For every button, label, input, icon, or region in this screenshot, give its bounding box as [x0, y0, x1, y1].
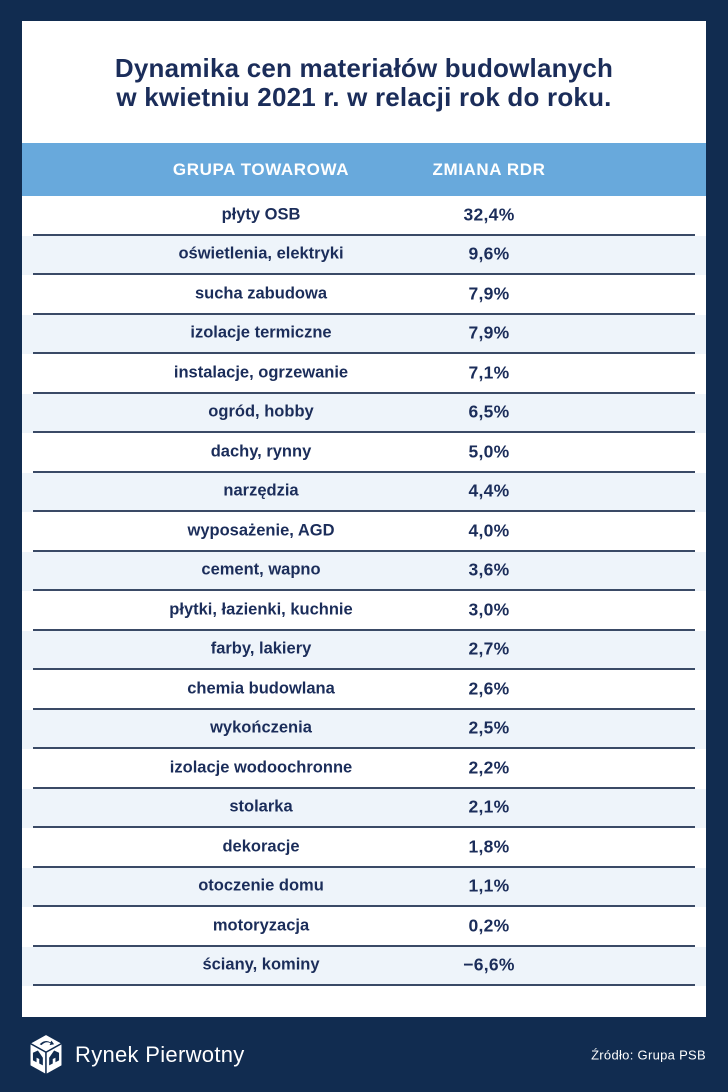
- row-value: 0,2%: [468, 915, 510, 936]
- row-value: 3,6%: [468, 559, 510, 580]
- row-value: 1,8%: [468, 836, 510, 857]
- row-label: oświetlenia, elektryki: [178, 244, 344, 263]
- table-header: GRUPA TOWAROWA ZMIANA RDR: [22, 143, 706, 196]
- row-value: 2,1%: [468, 796, 510, 817]
- table-row: cement, wapno 3,6%: [22, 551, 706, 591]
- row-label: dekoracje: [222, 837, 300, 856]
- infographic-card: Dynamika cen materiałów budowlanych w kw…: [22, 21, 706, 1017]
- row-label: motoryzacja: [212, 916, 310, 935]
- row-label: sucha zabudowa: [194, 284, 328, 303]
- row-label: wykończenia: [210, 718, 312, 737]
- table-row: wyposażenie, AGD 4,0%: [22, 512, 706, 552]
- title-line-1: Dynamika cen materiałów budowlanych: [114, 53, 614, 83]
- row-label: instalacje, ogrzewanie: [173, 363, 349, 382]
- cube-logo-icon: [28, 1032, 64, 1077]
- row-label: płytki, łazienki, kuchnie: [169, 600, 353, 619]
- row-value: 7,9%: [468, 283, 510, 304]
- row-label: cement, wapno: [201, 560, 321, 579]
- source-note: Źródło: Grupa PSB: [591, 1047, 706, 1062]
- row-label: płyty OSB: [221, 205, 301, 224]
- page-title: Dynamika cen materiałów budowlanych w kw…: [22, 21, 706, 112]
- row-label: ogród, hobby: [208, 402, 314, 421]
- row-value: 3,0%: [468, 599, 510, 620]
- table-row: ściany, kominy −6,6%: [22, 946, 706, 986]
- row-value: 5,0%: [468, 441, 510, 462]
- row-value: 4,4%: [468, 480, 510, 501]
- row-label: chemia budowlana: [187, 679, 335, 698]
- table-row: dachy, rynny 5,0%: [22, 433, 706, 473]
- table-row: dekoracje 1,8%: [22, 828, 706, 868]
- row-label: wyposażenie, AGD: [187, 521, 335, 540]
- table-header-inset: GRUPA TOWAROWA ZMIANA RDR: [33, 143, 695, 196]
- row-value: 2,7%: [468, 638, 510, 659]
- brand-logo-group: Rynek Pierwotny: [28, 1032, 245, 1077]
- row-value: 1,1%: [468, 875, 510, 896]
- table-row: oświetlenia, elektryki 9,6%: [22, 235, 706, 275]
- row-value: 9,6%: [468, 243, 510, 264]
- row-label: izolacje termiczne: [190, 323, 332, 342]
- footer: Rynek Pierwotny Źródło: Grupa PSB: [0, 1017, 728, 1092]
- table-row: farby, lakiery 2,7%: [22, 630, 706, 670]
- table-row: chemia budowlana 2,6%: [22, 670, 706, 710]
- row-value: 7,9%: [468, 322, 510, 343]
- row-value: 4,0%: [468, 520, 510, 541]
- row-value: 7,1%: [468, 362, 510, 383]
- table-row: motoryzacja 0,2%: [22, 907, 706, 947]
- column-header-group: GRUPA TOWAROWA: [172, 159, 350, 179]
- brand-name: Rynek Pierwotny: [75, 1041, 245, 1067]
- row-label: otoczenie domu: [198, 876, 324, 895]
- row-value: 2,5%: [468, 717, 510, 738]
- row-label: stolarka: [229, 797, 293, 816]
- row-label: farby, lakiery: [210, 639, 312, 658]
- row-label: ściany, kominy: [202, 955, 320, 974]
- row-label: dachy, rynny: [210, 442, 312, 461]
- row-value: −6,6%: [463, 954, 515, 975]
- table-body: płyty OSB 32,4% oświetlenia, elektryki 9,6…: [22, 196, 706, 986]
- title-line-2: w kwietniu 2021 r. w relacji rok do roku…: [116, 82, 612, 112]
- row-label: narzędzia: [223, 481, 299, 500]
- table-row: ogród, hobby 6,5%: [22, 393, 706, 433]
- row-value: 6,5%: [468, 401, 510, 422]
- table-row: sucha zabudowa 7,9%: [22, 275, 706, 315]
- table-row: wykończenia 2,5%: [22, 709, 706, 749]
- table-row: izolacje wodoochronne 2,2%: [22, 749, 706, 789]
- column-header-change: ZMIANA RDR: [432, 159, 546, 179]
- row-value: 2,6%: [468, 678, 510, 699]
- row-value: 2,2%: [468, 757, 510, 778]
- table-row: płytki, łazienki, kuchnie 3,0%: [22, 591, 706, 631]
- table-row: instalacje, ogrzewanie 7,1%: [22, 354, 706, 394]
- row-value: 32,4%: [463, 204, 515, 225]
- table-row: otoczenie domu 1,1%: [22, 867, 706, 907]
- table-row: stolarka 2,1%: [22, 788, 706, 828]
- table-row: narzędzia 4,4%: [22, 472, 706, 512]
- table-row: izolacje termiczne 7,9%: [22, 314, 706, 354]
- table-row: płyty OSB 32,4%: [22, 196, 706, 236]
- row-label: izolacje wodoochronne: [169, 758, 353, 777]
